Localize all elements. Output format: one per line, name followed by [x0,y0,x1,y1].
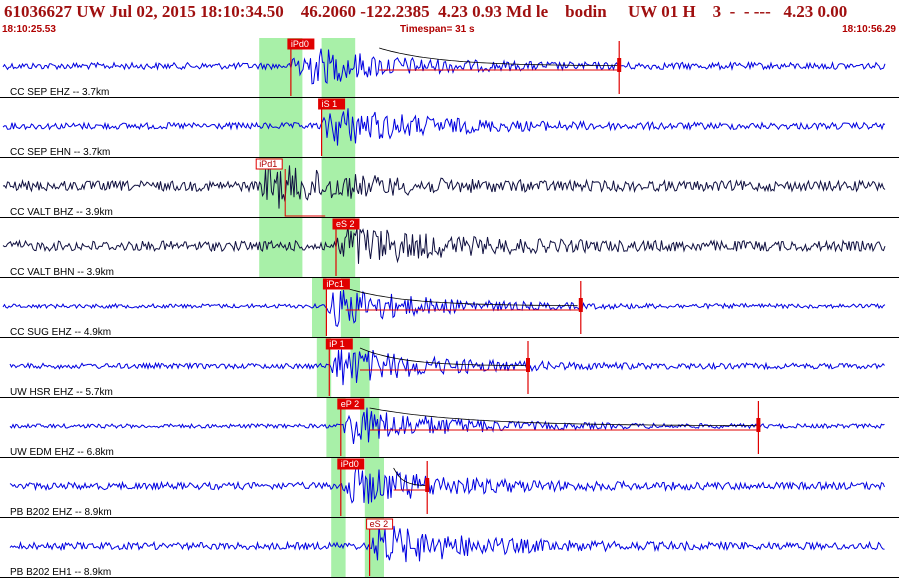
station-label: UW EDM EHZ -- 6.8km [10,447,114,458]
phase-window [331,458,346,518]
station-label: CC VALT BHN -- 3.9km [10,267,114,278]
seismogram-panel[interactable]: iPd0 CC SEP EHZ -- 3.7km iS 1 CC SEP EHN --… [0,38,899,580]
phase-window [259,218,303,278]
waveform [9,463,885,504]
station-label: CC SEP EHN -- 3.7km [10,147,110,158]
station-label: CC SEP EHZ -- 3.7km [10,87,109,98]
coda-decay-curve [379,47,620,67]
trace-row[interactable]: iPc1 CC SUG EHZ -- 4.9km [0,278,899,338]
pick-flag [332,218,360,230]
coda-tick [578,298,583,312]
coda-decay-curve [369,407,758,427]
coda-tick [425,478,430,492]
pick-label: iPd1 [259,159,277,169]
trace-row[interactable]: iP 1 UW HSR EHZ -- 5.7km [0,338,899,398]
phase-window [312,278,327,338]
trace-row[interactable]: iPd1 CC VALT BHZ -- 3.9km [0,158,899,218]
coda-tick [617,58,622,72]
pick-flag [337,398,365,410]
phase-window [259,98,303,158]
pick-label: iS 1 [322,99,338,109]
pick-stem [284,169,326,217]
pick-label: iP 1 [329,339,344,349]
coda-decay-curve [393,467,426,486]
waveform [2,163,886,209]
pick-label: iPd0 [341,459,359,469]
trace-row[interactable]: iS 1 CC SEP EHN -- 3.7km [0,98,899,158]
waveform [2,226,886,264]
trace-row[interactable]: iPd0 CC SEP EHZ -- 3.7km [0,38,899,98]
pick-label: eS 2 [336,219,355,229]
pick-flag [325,338,353,350]
coda-tick [756,418,761,432]
waveform [2,48,886,85]
coda-decay-curve [359,347,529,367]
phase-window [321,38,356,98]
station-label: PB B202 EH1 -- 8.9km [10,567,111,578]
station-label: PB B202 EHZ -- 8.9km [10,507,112,518]
trace-row[interactable]: eS 2 CC VALT BHN -- 3.9km [0,218,899,278]
waveform [9,349,885,386]
trace-row[interactable]: eS 2 PB B202 EH1 -- 8.9km [0,518,899,578]
waveform [2,289,886,327]
station-label: CC SUG EHZ -- 4.9km [10,327,111,338]
start-time-label: 18:10:25.53 [2,24,56,35]
pick-flag [366,518,394,530]
pick-flag [337,458,365,470]
event-title: 61036627 UW Jul 02, 2015 18:10:34.50 46.… [4,2,848,21]
pick-flag [322,278,350,290]
phase-window [331,518,346,578]
event-header: 61036627 UW Jul 02, 2015 18:10:34.50 46.… [0,0,899,35]
station-label: UW HSR EHZ -- 5.7km [10,387,113,398]
pick-label: iPc1 [326,279,344,289]
coda-tick [526,358,530,372]
phase-window [350,338,370,398]
pick-flag [318,98,346,110]
waveform [9,524,885,563]
pick-label: iPd0 [291,39,309,49]
timespan-label: Timespan= 31 s [400,24,475,35]
pick-flag [287,38,315,50]
station-label: CC VALT BHZ -- 3.9km [10,207,113,218]
waveform [2,108,886,146]
pick-label: eP 2 [341,399,359,409]
phase-window [316,338,332,398]
coda-decay-curve [345,287,578,307]
trace-row[interactable]: iPd0 PB B202 EHZ -- 8.9km [0,458,899,518]
trace-row[interactable]: eP 2 UW EDM EHZ -- 6.8km [0,398,899,458]
end-time-label: 18:10:56.29 [842,24,896,35]
pick-label: eS 2 [370,519,389,529]
pick-flag [255,158,283,170]
